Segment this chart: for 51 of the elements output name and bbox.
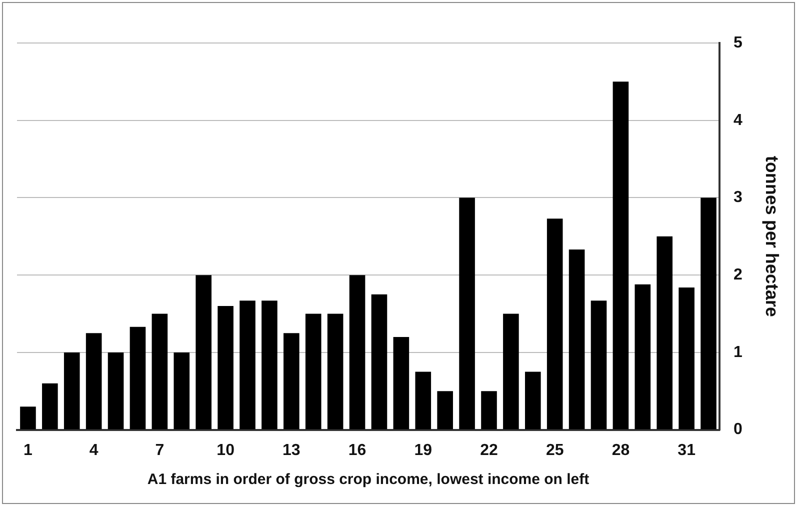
- x-tick-label: 22: [480, 442, 498, 459]
- y-axis-title: tonnes per hectare: [762, 156, 782, 317]
- x-tick-label: 28: [612, 442, 630, 459]
- bar: [503, 314, 519, 430]
- x-axis-title: A1 farms in order of gross crop income, lowest income on left: [147, 471, 590, 488]
- bar: [437, 391, 453, 430]
- x-tick-label: 7: [155, 442, 164, 459]
- bar: [524, 372, 541, 430]
- bar: [108, 352, 124, 430]
- bar: [305, 314, 322, 430]
- x-tick-label: 4: [89, 442, 98, 459]
- bar: [678, 287, 694, 430]
- bar: [20, 406, 36, 430]
- bar: [152, 314, 168, 430]
- x-tick-label: 10: [216, 442, 235, 459]
- bar: [415, 372, 432, 430]
- bar: [64, 352, 80, 430]
- x-tick-label: 31: [678, 442, 696, 459]
- y-tick-label: 4: [734, 112, 742, 129]
- bar: [174, 352, 190, 430]
- bar: [568, 250, 585, 430]
- bar: [700, 198, 716, 430]
- bar: [262, 300, 278, 430]
- x-tick-label: 25: [546, 442, 564, 459]
- bar: [459, 198, 475, 430]
- y-tick-label: 1: [734, 344, 742, 361]
- bar: [590, 300, 607, 430]
- x-tick-label: 1: [24, 442, 33, 459]
- y-tick-label: 5: [734, 34, 742, 52]
- bar: [42, 383, 58, 430]
- bar: [196, 275, 212, 430]
- bar: [130, 326, 146, 430]
- x-tick-label: 16: [348, 442, 366, 459]
- bar: [349, 275, 366, 430]
- bar: [393, 336, 410, 430]
- bar: [371, 294, 388, 430]
- bar: [240, 300, 256, 430]
- y-tick-label: 3: [734, 189, 742, 206]
- bar: [634, 284, 651, 430]
- bar: [612, 82, 629, 430]
- bar: [284, 333, 300, 430]
- bar: [546, 218, 563, 430]
- bar: [218, 306, 234, 430]
- x-tick-label: 19: [414, 442, 432, 459]
- y-tick-label: 0: [734, 421, 742, 438]
- x-tick-label: 13: [282, 442, 300, 459]
- bar: [86, 333, 102, 430]
- bar: [481, 391, 497, 430]
- bar: [656, 236, 673, 430]
- y-tick-label: 2: [734, 266, 742, 284]
- bar: [327, 314, 344, 430]
